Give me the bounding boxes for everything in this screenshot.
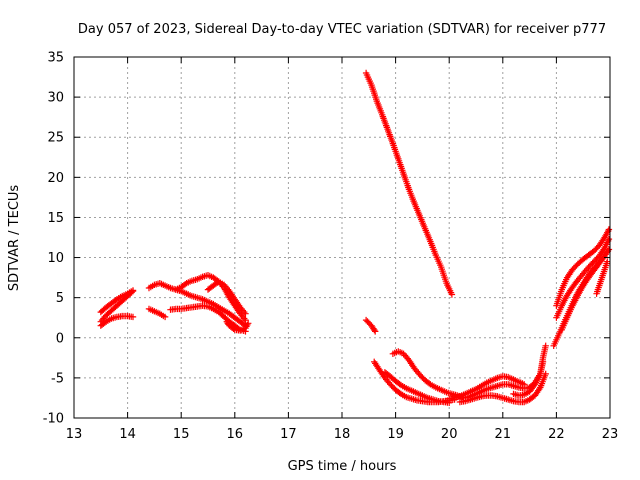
series-marks bbox=[593, 258, 611, 297]
series-marks bbox=[381, 369, 453, 406]
grid bbox=[74, 57, 610, 418]
y-axis-label: SDTVAR / TECUs bbox=[7, 185, 22, 292]
x-tick-label: 16 bbox=[227, 427, 244, 442]
y-tick-label: -5 bbox=[51, 371, 64, 386]
series-arc-23 bbox=[593, 258, 611, 297]
series-marks bbox=[145, 280, 249, 329]
x-tick-label: 15 bbox=[173, 427, 190, 442]
series-marks bbox=[145, 305, 169, 321]
series-arc-14 bbox=[389, 348, 466, 401]
series-marks bbox=[97, 312, 137, 329]
x-tick-label: 19 bbox=[387, 427, 404, 442]
y-tick-label: 35 bbox=[47, 51, 64, 66]
series-arc-22 bbox=[558, 246, 613, 333]
series-marks bbox=[558, 246, 613, 333]
y-tick-label: -10 bbox=[43, 412, 64, 427]
series-arc-9 bbox=[223, 318, 252, 334]
y-tick-label: 10 bbox=[47, 251, 64, 266]
series-marks bbox=[362, 69, 456, 298]
axis-ticks: 13 14 15 16 17 18 19 20 21 22 23 -10 -5 0 5 10 15 20 25 30 3… bbox=[43, 51, 619, 443]
y-tick-label: 15 bbox=[47, 211, 64, 226]
series-arc-4 bbox=[145, 280, 249, 329]
x-axis-label: GPS time / hours bbox=[288, 459, 397, 474]
x-tick-label: 18 bbox=[334, 427, 351, 442]
series-arc-6 bbox=[204, 278, 249, 317]
y-tick-label: 20 bbox=[47, 171, 64, 186]
y-tick-label: 25 bbox=[47, 131, 64, 146]
series-arc-3 bbox=[97, 287, 137, 316]
series-arc-2 bbox=[97, 312, 137, 329]
series-arc-11 bbox=[362, 316, 379, 335]
series-marks bbox=[389, 348, 466, 401]
x-tick-label: 13 bbox=[66, 427, 83, 442]
series-marks bbox=[223, 318, 252, 334]
x-tick-label: 23 bbox=[602, 427, 619, 442]
series-marks bbox=[553, 226, 613, 309]
y-tick-label: 0 bbox=[56, 331, 64, 346]
x-tick-label: 17 bbox=[280, 427, 297, 442]
x-tick-label: 20 bbox=[441, 427, 458, 442]
chart-title: Day 057 of 2023, Sidereal Day-to-day VTE… bbox=[78, 22, 606, 37]
x-tick-label: 22 bbox=[548, 427, 565, 442]
data-marks bbox=[97, 69, 613, 406]
x-tick-label: 14 bbox=[119, 427, 136, 442]
series-marks bbox=[510, 358, 547, 399]
series-marks bbox=[446, 373, 528, 402]
series-arc-18 bbox=[510, 358, 547, 399]
series-arc-19 bbox=[553, 226, 613, 309]
y-tick-label: 5 bbox=[56, 291, 64, 306]
series-arc-20 bbox=[553, 235, 613, 321]
series-arc-8 bbox=[145, 305, 169, 321]
series-marks bbox=[204, 278, 249, 317]
series-arc-15 bbox=[446, 373, 528, 402]
series-arc-13 bbox=[381, 369, 453, 406]
series-marks bbox=[97, 287, 137, 316]
x-tick-label: 21 bbox=[495, 427, 512, 442]
y-tick-label: 30 bbox=[47, 91, 64, 106]
series-arc-10 bbox=[362, 69, 456, 298]
series-marks bbox=[362, 316, 379, 335]
series-marks bbox=[553, 235, 613, 321]
